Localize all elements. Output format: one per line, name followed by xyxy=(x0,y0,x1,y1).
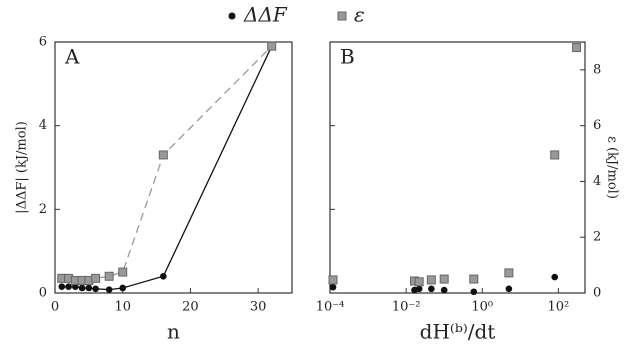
x-tick-label: 30 xyxy=(250,300,267,315)
marker xyxy=(118,267,128,277)
marker xyxy=(428,285,435,293)
panel-label: A xyxy=(64,45,80,69)
marker xyxy=(551,273,559,281)
marker xyxy=(78,284,86,292)
marker xyxy=(160,272,167,280)
x-tick-label: 10⁻⁴ xyxy=(316,300,345,315)
marker xyxy=(85,284,93,292)
marker xyxy=(119,284,127,292)
plot-frame xyxy=(54,41,293,294)
y2-tick-label: 8 xyxy=(593,62,601,77)
y2-tick-label: 0 xyxy=(593,286,601,301)
y2-tick-label: 6 xyxy=(593,118,601,133)
marker xyxy=(91,273,101,283)
marker xyxy=(158,150,168,160)
legend-label: ΔΔF xyxy=(243,3,288,27)
marker xyxy=(329,283,337,291)
series-line xyxy=(61,45,273,291)
marker xyxy=(328,275,338,285)
marker xyxy=(267,41,277,51)
marker xyxy=(415,285,423,293)
marker xyxy=(439,274,449,284)
marker xyxy=(470,288,478,296)
x-tick-label: 10² xyxy=(548,300,570,315)
marker xyxy=(72,283,79,291)
y-tick-label: 4 xyxy=(39,118,47,133)
marker xyxy=(572,43,582,53)
y2-axis-label: ε (kJ/mol) xyxy=(605,136,620,199)
x-tick-label: 10⁰ xyxy=(471,300,493,315)
y2-tick-label: 4 xyxy=(593,174,601,189)
marker xyxy=(550,150,560,160)
x-axis-label: dH⁽ᵇ⁾/dt xyxy=(420,320,496,344)
marker xyxy=(92,285,99,293)
panel-label: B xyxy=(340,45,355,69)
x-tick-label: 20 xyxy=(182,300,199,315)
y-axis-label: |ΔΔF| (kJ/mol) xyxy=(15,121,30,214)
x-axis-label: n xyxy=(167,320,180,344)
marker xyxy=(104,271,114,281)
marker xyxy=(65,283,72,291)
x-tick-label: 0 xyxy=(51,300,59,315)
marker xyxy=(105,286,113,293)
marker xyxy=(504,268,514,278)
y-tick-label: 0 xyxy=(39,286,47,301)
marker xyxy=(440,286,448,294)
marker xyxy=(58,283,66,291)
y-tick-label: 2 xyxy=(39,202,47,217)
x-tick-label: 10 xyxy=(114,300,131,315)
y-tick-label: 6 xyxy=(39,35,47,50)
marker xyxy=(505,285,513,293)
y2-tick-label: 2 xyxy=(593,230,601,245)
marker xyxy=(414,277,424,287)
marker xyxy=(469,274,479,284)
marker xyxy=(426,275,436,285)
x-tick-label: 10⁻² xyxy=(392,300,421,315)
legend-marker xyxy=(228,12,236,20)
legend-marker xyxy=(337,11,347,21)
legend-label: ε xyxy=(354,3,365,27)
series-line xyxy=(61,45,273,282)
plot-frame xyxy=(329,41,586,294)
